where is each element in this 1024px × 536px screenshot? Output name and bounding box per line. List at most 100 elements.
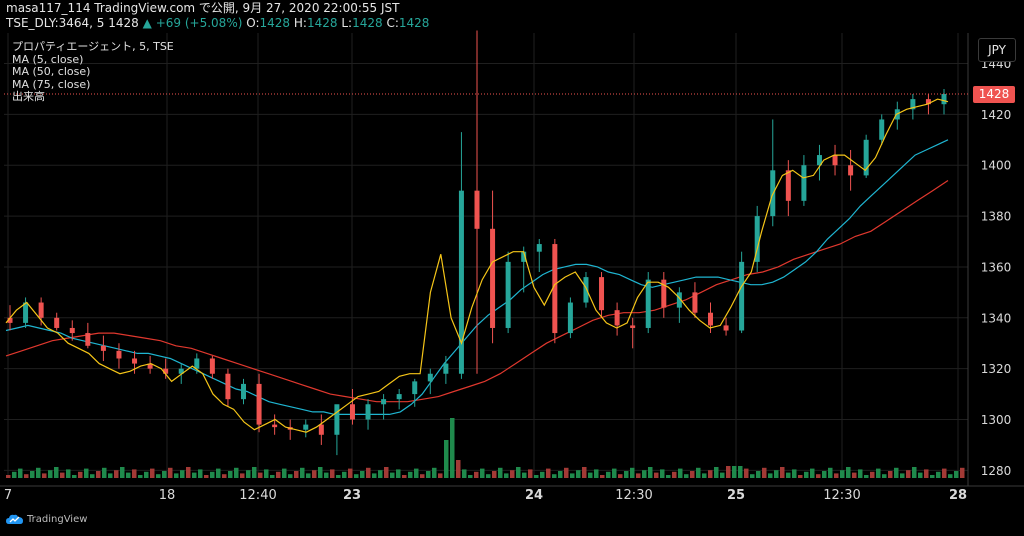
indicator-legend: プロパティエージェント, 5, TSE MA (5, close) MA (50…	[12, 40, 174, 104]
legend-ma50[interactable]: MA (50, close)	[12, 65, 91, 78]
volume-bar	[606, 471, 611, 478]
volume-bar	[552, 474, 557, 478]
volume-bar	[12, 471, 17, 478]
volume-bar	[336, 475, 341, 478]
volume-bar	[228, 471, 233, 478]
candle-body	[23, 302, 29, 323]
volume-bar	[636, 473, 641, 478]
volume-bar	[174, 473, 179, 478]
open-label: O:	[246, 16, 260, 30]
volume-bar	[576, 470, 581, 478]
candle-body	[645, 279, 651, 328]
candle-body	[863, 139, 869, 176]
candle-body	[147, 363, 153, 369]
candle-body	[785, 170, 791, 201]
volume-bar	[510, 470, 515, 478]
volume-bar	[138, 475, 143, 478]
volume-bar	[756, 471, 761, 478]
x-tick-label: 7	[4, 488, 12, 503]
volume-bar	[198, 469, 203, 478]
volume-bar	[474, 471, 479, 478]
candle-body	[739, 261, 745, 331]
volume-bar	[546, 468, 551, 478]
volume-bar	[780, 467, 785, 478]
volume-bar	[420, 474, 425, 478]
candle-body	[676, 292, 682, 308]
x-tick-label: 12:30	[823, 488, 860, 503]
volume-bar	[6, 475, 11, 478]
candle-body	[349, 404, 355, 420]
volume-bar	[318, 467, 323, 478]
volume-bar	[246, 470, 251, 478]
y-tick-label: 1300	[981, 413, 1012, 427]
volume-bar	[582, 467, 587, 478]
volume-bar	[366, 467, 371, 478]
candle-body	[69, 327, 75, 334]
volume-bar	[918, 472, 923, 478]
candle-body	[100, 345, 106, 351]
volume-bar	[264, 469, 269, 478]
volume-bar	[234, 467, 239, 478]
volume-bar	[384, 467, 389, 478]
volume-bar	[348, 468, 353, 478]
candle-body	[832, 155, 838, 166]
legend-ma75[interactable]: MA (75, close)	[12, 77, 91, 91]
volume-bar	[786, 472, 791, 478]
volume-bar	[378, 470, 383, 478]
volume-bar	[954, 471, 959, 478]
candle-body	[38, 302, 44, 318]
high-value: 1428	[306, 16, 338, 30]
volume-bar	[810, 468, 815, 478]
candle-body	[334, 404, 340, 435]
volume-bar	[186, 467, 191, 478]
x-tick-label: 25	[727, 488, 745, 503]
y-tick-label: 1420	[981, 108, 1012, 122]
low-value: 1428	[352, 16, 383, 30]
volume-bar	[762, 467, 767, 478]
volume-bar	[84, 468, 89, 478]
volume-bar	[816, 474, 821, 478]
volume-bar	[444, 440, 449, 478]
volume-bar	[882, 474, 887, 478]
volume-bar	[48, 470, 53, 478]
candle-body	[132, 358, 138, 364]
volume-bar	[504, 473, 509, 478]
volume-bar	[192, 472, 197, 478]
volume-bar	[960, 467, 965, 478]
volume-bar	[714, 467, 719, 478]
volume-bar	[60, 472, 65, 478]
legend-ma5[interactable]: MA (5, close)	[12, 52, 84, 66]
volume-bar	[324, 472, 329, 478]
legend-title[interactable]: プロパティエージェント, 5, TSE	[12, 40, 174, 53]
candle-body	[801, 165, 807, 201]
volume-bar	[456, 460, 461, 478]
candle-body	[225, 373, 231, 400]
candle-body	[630, 325, 636, 328]
volume-bar	[288, 474, 293, 478]
volume-bar	[690, 471, 695, 478]
tradingview-logo[interactable]: TradingView	[6, 514, 87, 525]
currency-button[interactable]: JPY	[978, 38, 1016, 62]
volume-bar	[834, 473, 839, 478]
volume-bar	[42, 473, 47, 478]
legend-volume[interactable]: 出来高	[12, 90, 45, 103]
candle-body	[505, 261, 511, 328]
candle-body	[723, 325, 729, 331]
y-tick-label: 1320	[981, 362, 1012, 376]
candle-body	[381, 399, 387, 405]
ma5-line	[5, 98, 949, 433]
volume-bar	[102, 467, 107, 478]
volume-bar	[726, 466, 731, 478]
candle-body	[116, 350, 122, 359]
x-tick-label: 28	[949, 488, 967, 503]
volume-bar	[486, 474, 491, 478]
volume-bar	[930, 475, 935, 478]
volume-bar	[210, 471, 215, 478]
volume-bar	[78, 471, 83, 478]
volume-bar	[150, 468, 155, 478]
volume-bar	[438, 473, 443, 478]
volume-bar	[396, 469, 401, 478]
candle-body	[412, 381, 418, 395]
